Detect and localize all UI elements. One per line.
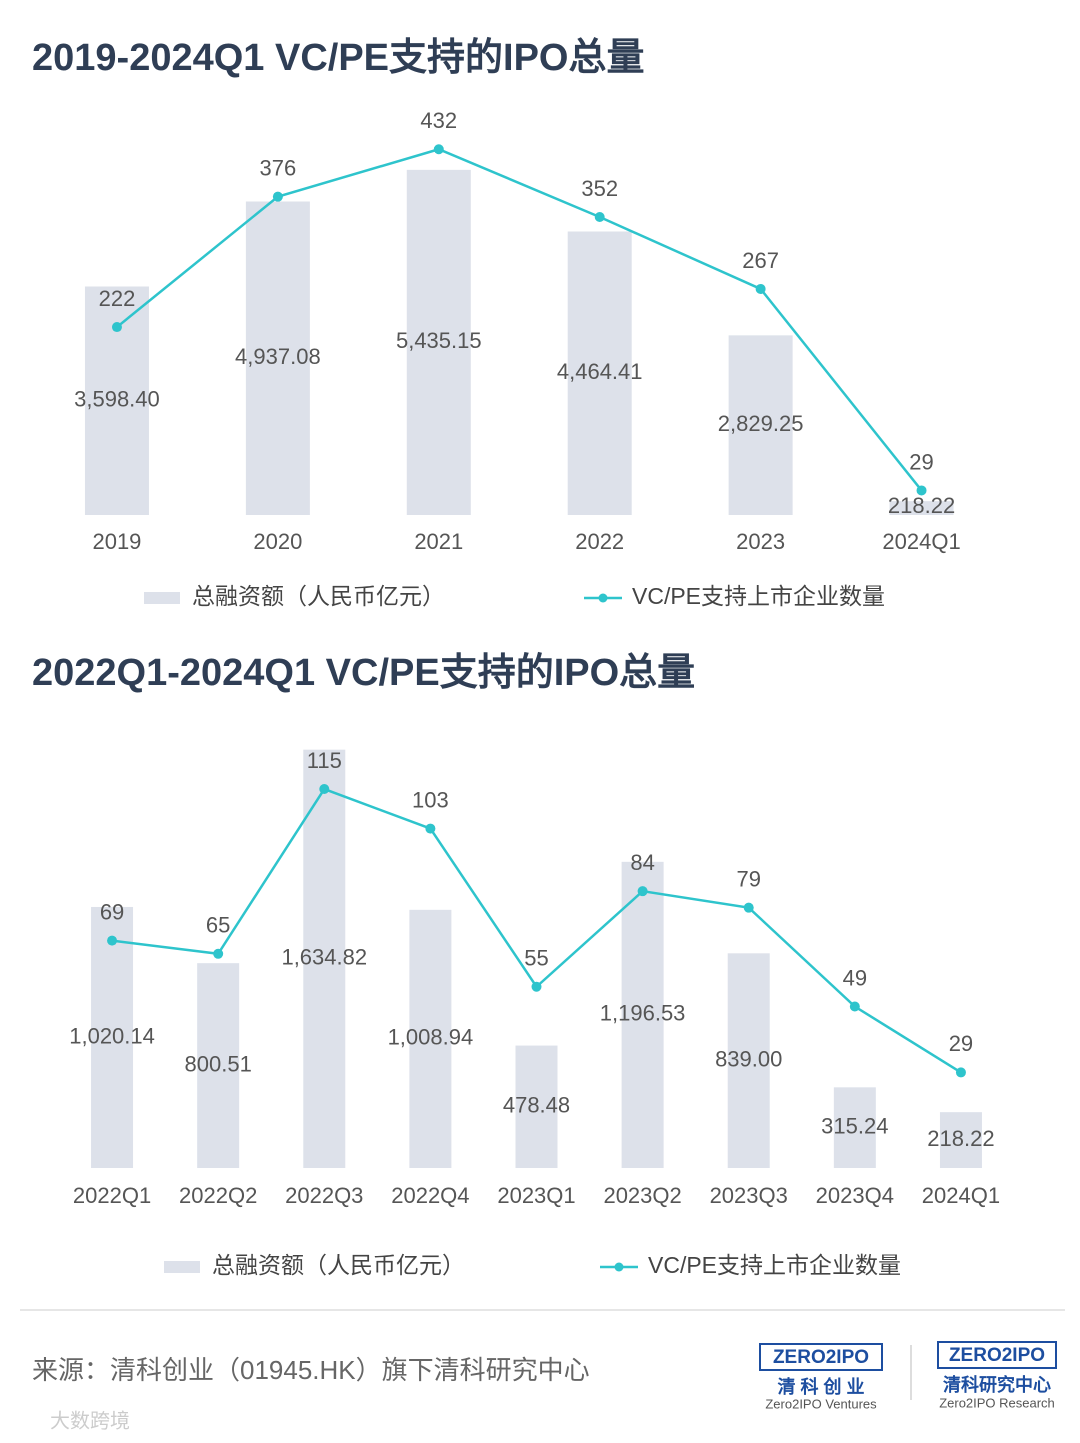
x-tick-label: 2023Q3 xyxy=(710,1183,788,1208)
line-value-label: 222 xyxy=(99,286,136,311)
line-value-label: 49 xyxy=(843,965,867,990)
x-tick-label: 2022Q4 xyxy=(391,1183,469,1208)
line-point xyxy=(849,1001,860,1012)
line-point xyxy=(425,823,436,834)
logo-box xyxy=(937,1341,1057,1369)
line-value-label: 115 xyxy=(307,748,342,773)
bar-value-label: 4,464.41 xyxy=(557,359,643,384)
x-tick-label: 2023Q1 xyxy=(497,1183,575,1208)
line-point xyxy=(107,935,118,946)
x-tick-label: 2023Q2 xyxy=(603,1183,681,1208)
line-point xyxy=(111,322,122,333)
line-value-label: 376 xyxy=(260,155,297,180)
bar xyxy=(621,861,664,1168)
bar xyxy=(567,231,632,516)
bar xyxy=(728,335,793,515)
line xyxy=(111,787,962,1074)
line-value-label: 79 xyxy=(736,866,760,891)
x-tick-label: 2022Q3 xyxy=(285,1183,363,1208)
watermark: 大数跨境 xyxy=(50,1409,130,1432)
line-value-label: 84 xyxy=(630,850,654,875)
x-tick-label: 2024Q1 xyxy=(882,529,960,554)
logo-mark: ZERO2IPO xyxy=(773,1347,869,1368)
bar xyxy=(303,749,346,1168)
legend-swatch xyxy=(164,1261,200,1273)
legend-label: VC/PE支持上市企业数量 xyxy=(648,1252,901,1278)
line-value-label: 432 xyxy=(420,108,457,133)
line-value-label: 65 xyxy=(206,913,230,938)
bar xyxy=(197,963,240,1168)
x-tick-label: 2020 xyxy=(253,529,302,554)
chart-title: 2019-2024Q1 VC/PE支持的IPO总量 xyxy=(32,37,644,79)
bar xyxy=(409,909,452,1168)
line-point xyxy=(955,1067,966,1078)
bar-value-label: 315.24 xyxy=(821,1113,888,1138)
bar xyxy=(727,953,770,1168)
legend-label: 总融资额（人民币亿元） xyxy=(192,583,445,609)
x-tick-label: 2019 xyxy=(92,529,141,554)
logo-name: 清 科 创 业 xyxy=(777,1376,864,1397)
line-point xyxy=(594,211,605,222)
line-point xyxy=(743,902,754,913)
line-value-label: 29 xyxy=(909,449,933,474)
line-value-label: 352 xyxy=(581,176,618,201)
line-value-label: 29 xyxy=(949,1031,973,1056)
bar-value-label: 2,829.25 xyxy=(718,411,804,436)
bar-value-label: 1,634.82 xyxy=(281,945,367,970)
x-tick-label: 2024Q1 xyxy=(922,1183,1000,1208)
line-value-label: 55 xyxy=(524,946,548,971)
source: 来源：清科创业（01945.HK）旗下清科研究中心 xyxy=(32,1355,590,1385)
x-tick-label: 2021 xyxy=(414,529,463,554)
line xyxy=(116,147,923,492)
logo-mark: ZERO2IPO xyxy=(949,1345,1045,1366)
bar-value-label: 1,020.14 xyxy=(69,1023,155,1048)
logo-box xyxy=(759,1343,883,1371)
x-tick-label: 2022Q1 xyxy=(73,1183,151,1208)
chart-title: 2022Q1-2024Q1 VC/PE支持的IPO总量 xyxy=(32,652,695,694)
bar-value-label: 3,598.40 xyxy=(74,387,160,412)
bar-value-label: 1,008.94 xyxy=(388,1025,474,1050)
logo-research: ZERO2IPO 清科研究中心 Zero2IPO Research xyxy=(937,1341,1057,1410)
x-tick-label: 2022 xyxy=(575,529,624,554)
x-tick-label: 2023 xyxy=(736,529,785,554)
bar xyxy=(245,201,310,515)
logo-en: Zero2IPO Research xyxy=(939,1395,1055,1410)
bar-value-label: 5,435.15 xyxy=(396,328,482,353)
line-value-label: 267 xyxy=(742,248,779,273)
bar-value-label: 1,196.53 xyxy=(600,1001,686,1026)
logo-name: 清科研究中心 xyxy=(943,1374,1051,1395)
line-point xyxy=(213,948,224,959)
line-value-label: 103 xyxy=(412,787,449,812)
legend-label: 总融资额（人民币亿元） xyxy=(212,1252,465,1278)
logo-en: Zero2IPO Ventures xyxy=(765,1396,877,1411)
line-point xyxy=(755,283,766,294)
x-tick-label: 2023Q4 xyxy=(816,1183,894,1208)
legend-swatch-dot xyxy=(598,593,608,603)
x-tick-label: 2022Q2 xyxy=(179,1183,257,1208)
legend-label: VC/PE支持上市企业数量 xyxy=(632,583,885,609)
bar xyxy=(939,1112,982,1168)
line-point xyxy=(916,485,927,496)
bar xyxy=(91,906,134,1168)
legend-swatch-dot xyxy=(614,1262,624,1272)
bar-value-label: 218.22 xyxy=(888,493,955,518)
line-point xyxy=(319,784,330,795)
line-point xyxy=(637,886,648,897)
bar-value-label: 800.51 xyxy=(185,1051,252,1076)
logo-ventures: ZERO2IPO 清 科 创 业 Zero2IPO Ventures xyxy=(759,1343,883,1411)
bar-value-label: 478.48 xyxy=(503,1093,570,1118)
line-point xyxy=(531,981,542,992)
legend-swatch xyxy=(144,592,180,604)
bar xyxy=(515,1045,558,1168)
bar-value-label: 839.00 xyxy=(715,1046,782,1071)
bar-value-label: 4,937.08 xyxy=(235,344,321,369)
bar-value-label: 218.22 xyxy=(927,1126,994,1151)
bar xyxy=(833,1087,876,1168)
bar xyxy=(889,501,954,515)
line-point xyxy=(272,191,283,202)
line-point xyxy=(433,144,444,155)
bar xyxy=(406,169,471,515)
line-value-label: 69 xyxy=(100,899,124,924)
